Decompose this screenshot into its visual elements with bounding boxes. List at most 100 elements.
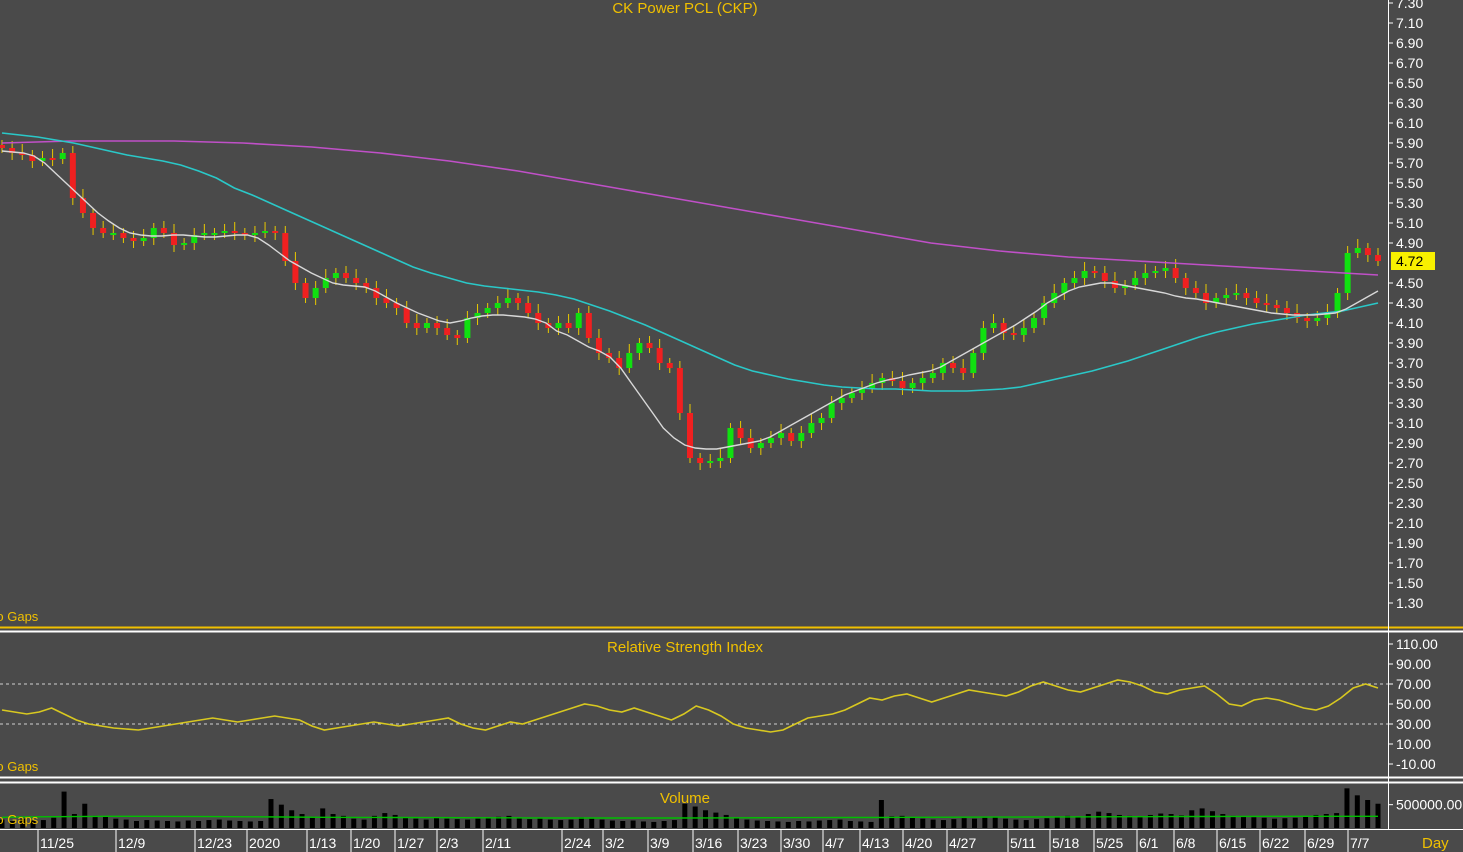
candle: [1233, 293, 1240, 295]
candle: [413, 323, 420, 328]
volume-bar: [1199, 808, 1205, 828]
volume-bar: [940, 820, 946, 828]
volume-bar: [175, 821, 181, 828]
volume-bar: [868, 821, 874, 828]
candle: [909, 383, 916, 388]
ma200-line: [1, 140, 1379, 276]
y-tick-label: 10.00: [1396, 736, 1431, 752]
x-tick-label: 3/30: [783, 835, 810, 851]
volume-bar: [413, 818, 419, 828]
candle: [464, 318, 471, 338]
candle: [120, 233, 127, 238]
y-tick-label: 1.30: [1396, 595, 1423, 611]
candle: [646, 343, 653, 348]
y-tick-label: 6.70: [1396, 55, 1423, 71]
volume-bar: [485, 817, 491, 828]
volume-bar: [1116, 814, 1122, 828]
y-tick-label: 2.10: [1396, 515, 1423, 531]
y-tick-label: 3.30: [1396, 395, 1423, 411]
candle: [838, 398, 845, 403]
volume-bar: [1034, 819, 1040, 828]
candle: [717, 458, 724, 461]
candle: [990, 323, 997, 328]
x-tick-label: 12/23: [197, 835, 232, 851]
x-tick-label: 3/16: [695, 835, 722, 851]
volume-bar: [1065, 815, 1071, 828]
candle: [1182, 278, 1189, 288]
x-tick-label: 3/9: [650, 835, 670, 851]
volume-bar: [40, 820, 46, 828]
candle: [666, 363, 673, 368]
candle: [1132, 278, 1139, 285]
volume-bar: [1313, 814, 1319, 828]
candle: [929, 373, 936, 378]
candle: [1253, 298, 1260, 303]
volume-bar: [1003, 818, 1009, 828]
candle: [676, 368, 683, 413]
x-axis-label: Day: [1422, 835, 1449, 852]
volume-bar: [1106, 813, 1112, 828]
volume-ma-line: [1, 815, 1378, 819]
y-tick-label: 6.30: [1396, 95, 1423, 111]
volume-bar: [1085, 814, 1091, 828]
volume-bar: [682, 803, 688, 828]
volume-bar: [61, 791, 67, 828]
y-tick-label: 3.10: [1396, 415, 1423, 431]
y-tick-label: 5.90: [1396, 135, 1423, 151]
volume-bar: [123, 819, 129, 828]
volume-bar: [1127, 815, 1133, 828]
y-tick-label: 2.70: [1396, 455, 1423, 471]
candle: [656, 348, 663, 363]
last-price-label: 4.72: [1396, 253, 1423, 269]
candle: [444, 328, 451, 335]
candle: [393, 303, 400, 308]
price-chart-title: CK Power PCL (CKP): [612, 0, 757, 17]
volume-bar: [775, 821, 781, 828]
volume-bar: [268, 799, 274, 828]
candle: [1223, 295, 1230, 298]
volume-bar: [599, 819, 605, 828]
volume-bar: [909, 817, 915, 828]
candle: [828, 403, 835, 418]
volume-bar: [196, 821, 202, 828]
volume-bar: [578, 817, 584, 828]
volume-gaps-label: No Gaps: [0, 812, 39, 827]
volume-bar: [382, 813, 388, 828]
candle: [59, 153, 66, 159]
volume-bar: [1323, 814, 1329, 828]
candle: [1243, 293, 1250, 298]
volume-bar: [444, 818, 450, 828]
y-tick-label: 4.90: [1396, 235, 1423, 251]
candle: [1081, 271, 1088, 278]
volume-bar: [734, 817, 740, 828]
y-tick-label: 2.50: [1396, 475, 1423, 491]
y-tick-label: 7.30: [1396, 0, 1423, 11]
volume-bar: [1023, 820, 1029, 828]
candle: [970, 353, 977, 373]
volume-bar: [506, 815, 512, 828]
candle: [373, 288, 380, 298]
x-tick-label: 1/13: [309, 835, 336, 851]
volume-bar: [765, 821, 771, 828]
volume-bar: [361, 819, 367, 828]
candle: [1122, 285, 1129, 288]
candle: [1283, 308, 1290, 313]
volume-bar: [1282, 818, 1288, 828]
volume-bar: [847, 821, 853, 828]
volume-bar: [816, 820, 822, 828]
candle: [767, 438, 774, 443]
candle: [221, 231, 228, 233]
volume-bar: [475, 818, 481, 828]
y-tick-label: 1.70: [1396, 555, 1423, 571]
volume-bar: [1303, 816, 1309, 828]
volume-bar: [402, 817, 408, 828]
candle: [292, 261, 299, 283]
candle: [353, 278, 360, 283]
candle: [707, 461, 714, 463]
volume-bar: [878, 800, 884, 828]
volume-bar: [1241, 816, 1247, 828]
volume-bar: [133, 821, 139, 828]
candle: [727, 428, 734, 458]
volume-bar: [754, 820, 760, 828]
candle: [241, 233, 248, 235]
